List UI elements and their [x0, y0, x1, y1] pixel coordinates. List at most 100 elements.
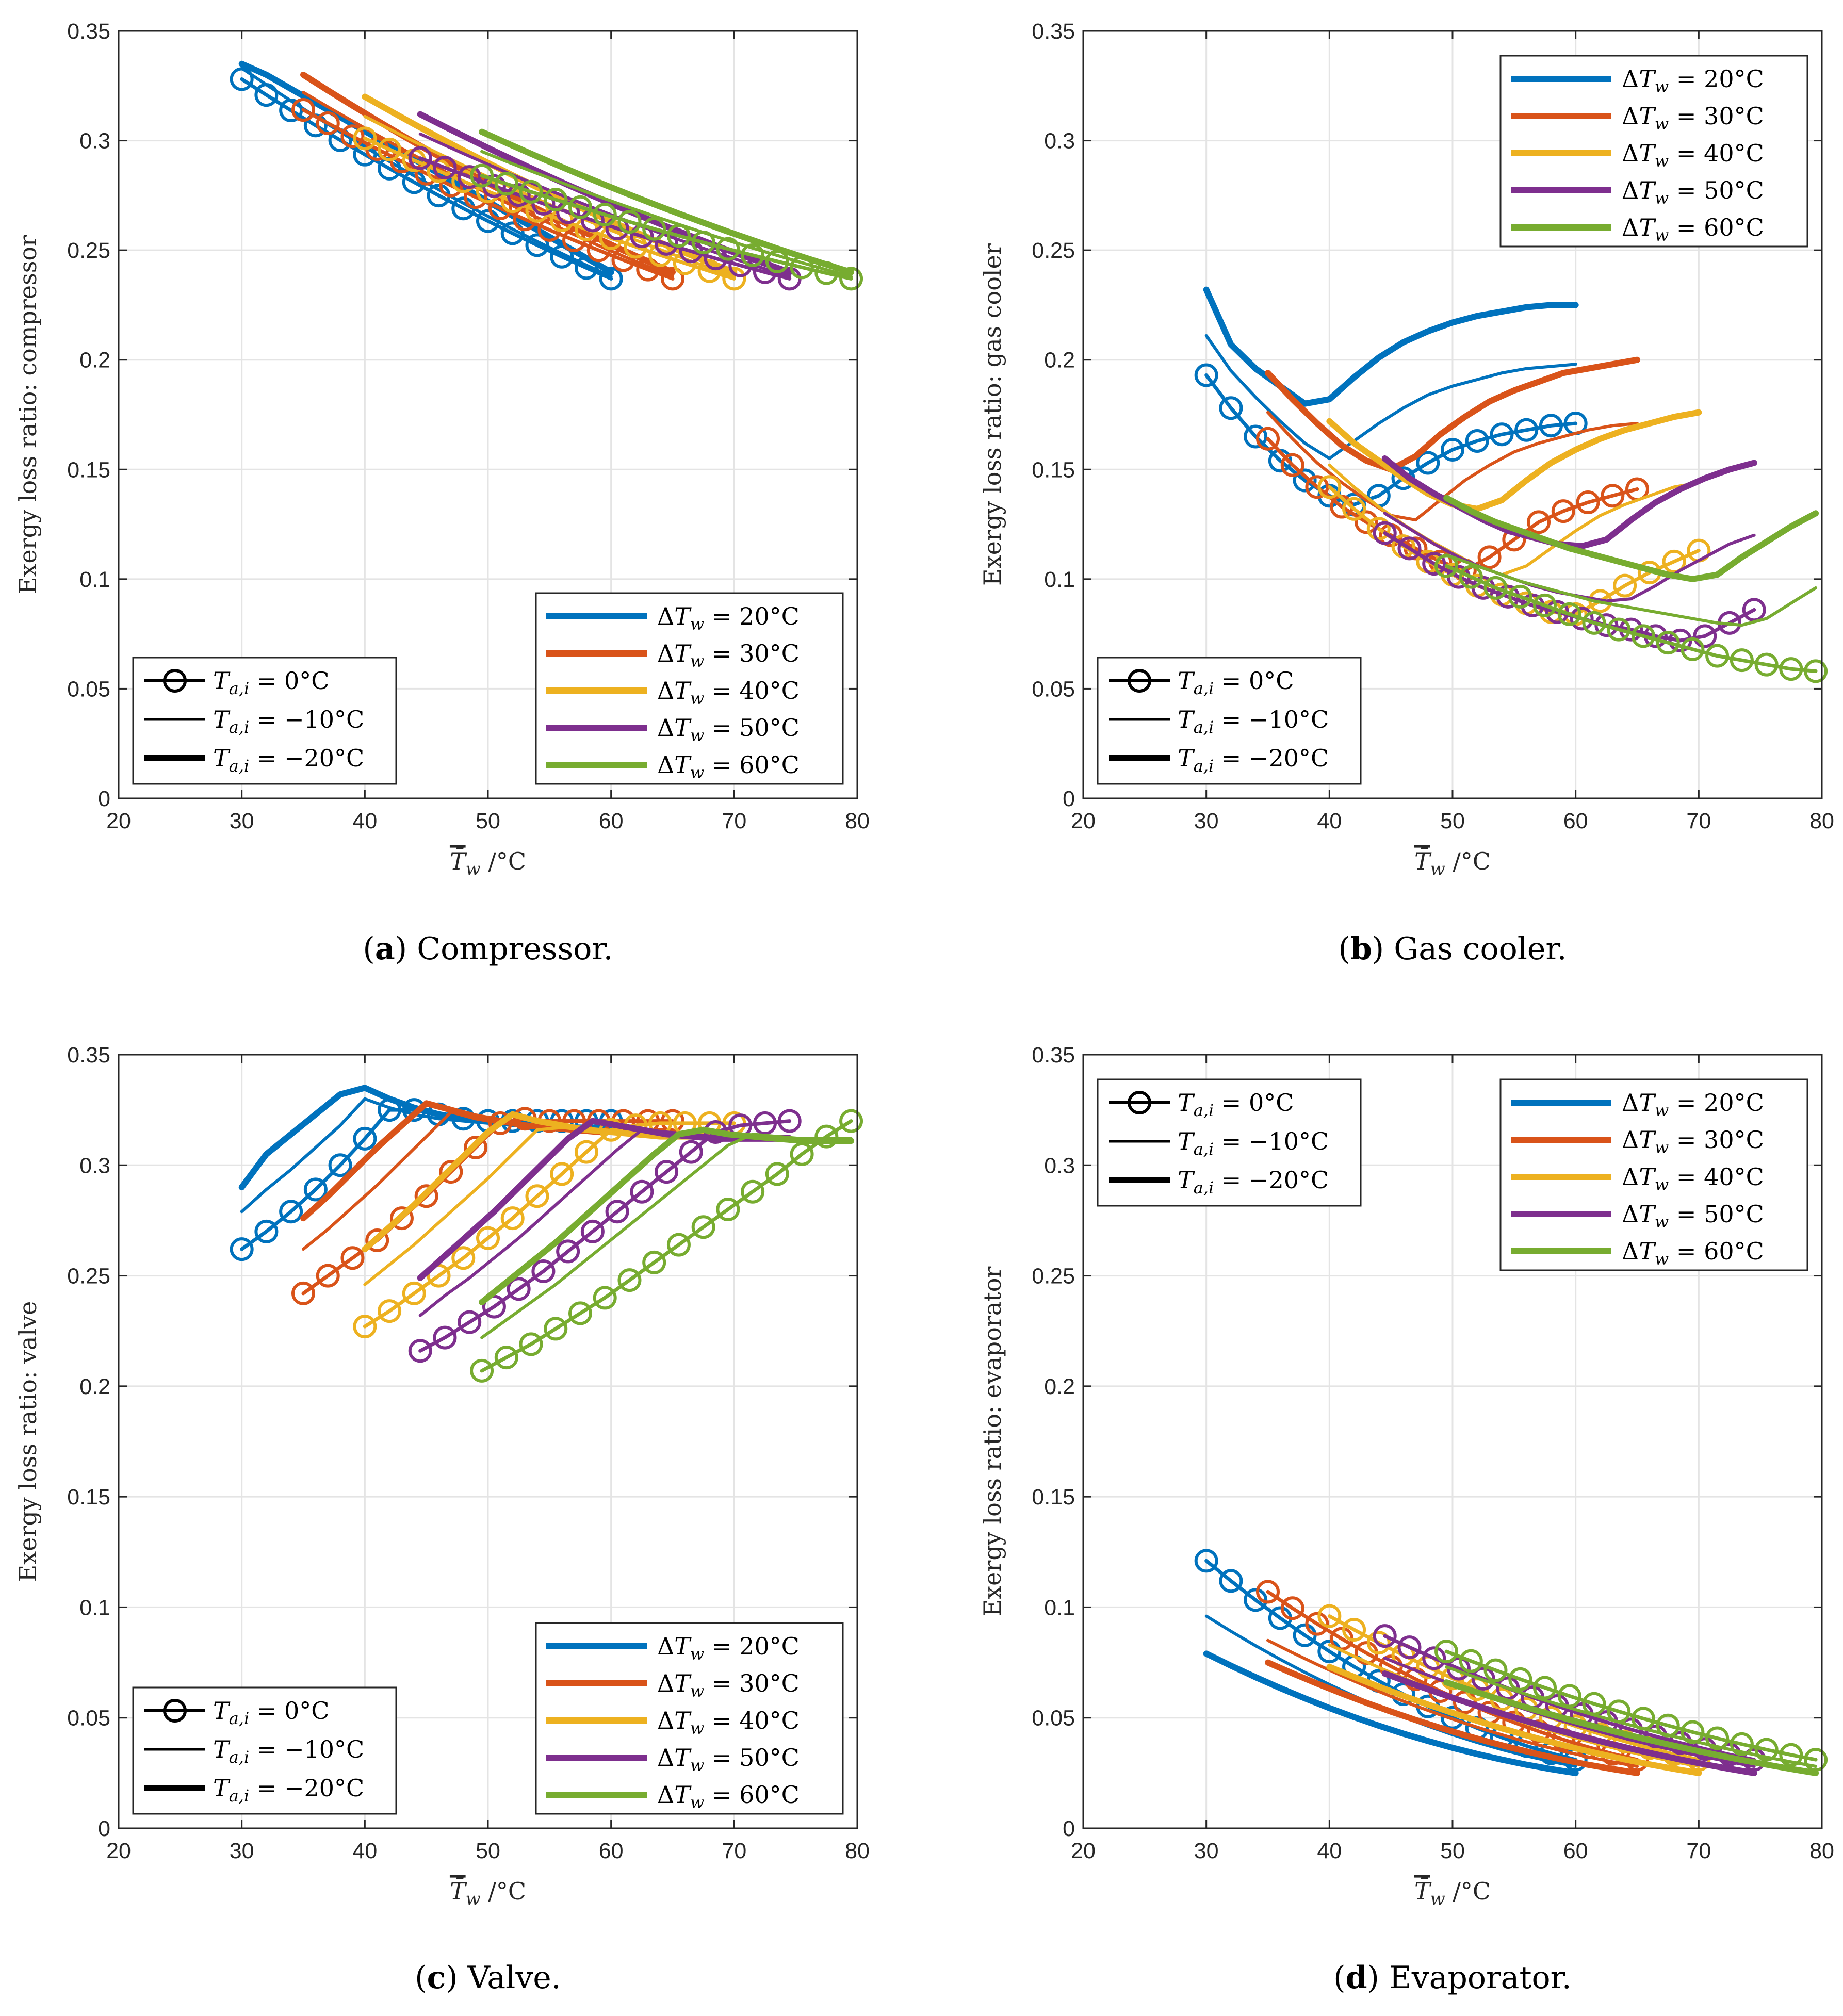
series-marker-dt40 [378, 137, 402, 161]
series-marker-dt50 [1742, 598, 1766, 622]
series-marker-dt40 [525, 1184, 549, 1208]
series-marker-dt30 [1527, 510, 1551, 534]
x-tick-label: 70 [1686, 809, 1711, 833]
series-line-dt60-ta-20 [479, 1126, 855, 1305]
series-marker-dt50 [655, 1160, 679, 1184]
y-tick-label: 0.25 [1032, 238, 1075, 263]
series-marker-dt60 [568, 195, 592, 219]
chart-panel-d: 20 30 40 50 60 70 80 0 0.05 0.1 0.15 0.2 0.25 0.3 0.35… [978, 1043, 1834, 1996]
series-marker-dt50 [556, 1239, 580, 1264]
series-marker-dt60 [1754, 652, 1779, 677]
series-line-dt60-ta0 [480, 174, 853, 281]
legend-label-dt: ΔTw = 30°C [657, 1669, 800, 1701]
series-marker-dt30 [316, 1264, 340, 1288]
series-marker-dt60 [1804, 659, 1828, 683]
series-marker-dt60 [1582, 611, 1606, 635]
series-marker-dt60 [593, 203, 617, 227]
y-tick-label: 0.1 [79, 567, 110, 592]
legend-label-ta: Ta,i = 0°C [1178, 667, 1294, 698]
y-tick-label: 0.35 [67, 1043, 110, 1068]
series-marker-dt40 [1613, 573, 1637, 598]
series-marker-dt60 [494, 172, 518, 196]
series-marker-dt40 [1366, 1631, 1391, 1655]
series-marker-dt40 [1317, 1604, 1342, 1628]
series-marker-dt60 [642, 217, 666, 241]
series-marker-dt50 [1373, 521, 1397, 545]
series-line-dt20-ta0 [240, 77, 613, 281]
series-marker-dt60 [1681, 637, 1705, 661]
series-marker-dt30 [389, 1206, 414, 1231]
series-marker-dt30 [365, 1228, 389, 1252]
y-tick-label: 0.35 [1032, 19, 1075, 44]
x-tick-label: 50 [476, 809, 500, 833]
series-marker-dt60 [1557, 602, 1581, 626]
series-marker-dt40 [722, 267, 746, 291]
series-marker-dt40 [550, 1162, 574, 1186]
chart-panel-b: 20 30 40 50 60 70 80 0 0.05 0.1 0.15 0.2 0.25 0.3 0.35… [978, 19, 1834, 967]
series-marker-dt60 [617, 1268, 642, 1292]
y-tick-label: 0.35 [1032, 1043, 1075, 1068]
series-marker-dt50 [458, 1310, 482, 1334]
series-marker-dt60 [716, 1198, 740, 1221]
series-line-dt20-ta-10 [1204, 334, 1577, 460]
y-axis-label: Exergy loss ratio: compressor [14, 235, 42, 594]
panel-caption: (c) Valve. [415, 1960, 561, 1996]
series-marker-dt20 [254, 1219, 279, 1243]
x-tick-label: 20 [106, 809, 131, 833]
series-marker-dt50 [507, 1277, 531, 1301]
series-marker-dt20 [1244, 1588, 1268, 1612]
series-marker-dt40 [574, 1140, 598, 1164]
series-marker-dt40 [353, 1315, 377, 1339]
series-marker-dt30 [1305, 1612, 1329, 1636]
series-marker-dt60 [1730, 648, 1754, 673]
x-tick-label: 70 [722, 809, 746, 833]
y-tick-label: 0 [98, 1816, 110, 1841]
series-marker-dt60 [1705, 644, 1730, 668]
x-tick-label: 80 [1809, 809, 1834, 833]
series-marker-dt60 [839, 267, 863, 291]
legend-dt: ΔTw = 20°C ΔTw = 30°C ΔTw = 40°C ΔTw = 50°C… [535, 592, 844, 785]
x-tick-label: 60 [1563, 1839, 1588, 1863]
series-marker-dt60 [765, 1162, 789, 1186]
series-group [230, 1085, 863, 1383]
legend-label-dt: ΔTw = 30°C [657, 640, 800, 671]
x-tick-label: 30 [230, 809, 254, 833]
series-marker-dt20 [1194, 1549, 1218, 1573]
x-tick-label: 80 [1809, 1839, 1834, 1863]
series-marker-dt30 [1256, 1580, 1280, 1604]
legend-marker-circle [1128, 1091, 1151, 1114]
x-tick-label: 70 [722, 1839, 746, 1863]
legend-dt: ΔTw = 20°C ΔTw = 30°C ΔTw = 40°C ΔTw = 50°C… [535, 1622, 844, 1815]
series-marker-dt50 [777, 1109, 802, 1133]
x-axis-label: T̄w /°C [450, 847, 526, 879]
y-tick-label: 0 [1063, 1816, 1075, 1841]
y-tick-label: 0.3 [1044, 129, 1075, 154]
series-marker-dt60 [1483, 576, 1508, 600]
series-marker-dt30 [1280, 1596, 1304, 1620]
series-marker-dt60 [1730, 1732, 1754, 1756]
y-tick-label: 0.1 [1044, 567, 1075, 592]
legend-label-dt: ΔTw = 60°C [657, 751, 800, 782]
series-marker-dt30 [464, 1136, 488, 1159]
series-marker-dt20 [1219, 1569, 1243, 1593]
series-line-dt50-ta0 [1383, 1634, 1756, 1762]
x-tick-label: 20 [1071, 1839, 1096, 1863]
legend-label-ta: Ta,i = −10°C [213, 706, 364, 737]
series-marker-dt60 [1656, 631, 1680, 655]
series-marker-dt60 [1533, 1676, 1557, 1700]
series-marker-dt60 [1754, 1738, 1779, 1762]
series-marker-dt40 [378, 1299, 402, 1323]
series-marker-dt60 [1459, 1649, 1483, 1673]
y-tick-label: 0.05 [67, 677, 110, 701]
series-marker-dt50 [679, 1140, 703, 1164]
legend-ta: Ta,i = 0°C Ta,i = −10°C Ta,i = −20°C [132, 1686, 397, 1815]
x-tick-label: 60 [599, 1839, 624, 1863]
series-line-dt40-ta0 [363, 1121, 736, 1329]
series-marker-dt60 [741, 1179, 765, 1204]
y-axis-label: Exergy loss ratio: gas cooler [978, 243, 1006, 586]
series-marker-dt60 [1779, 657, 1803, 681]
series-marker-dt30 [291, 98, 315, 122]
series-line-dt60-ta0 [1444, 1649, 1818, 1762]
series-marker-dt20 [353, 1126, 377, 1151]
series-marker-dt20 [1317, 1640, 1342, 1664]
